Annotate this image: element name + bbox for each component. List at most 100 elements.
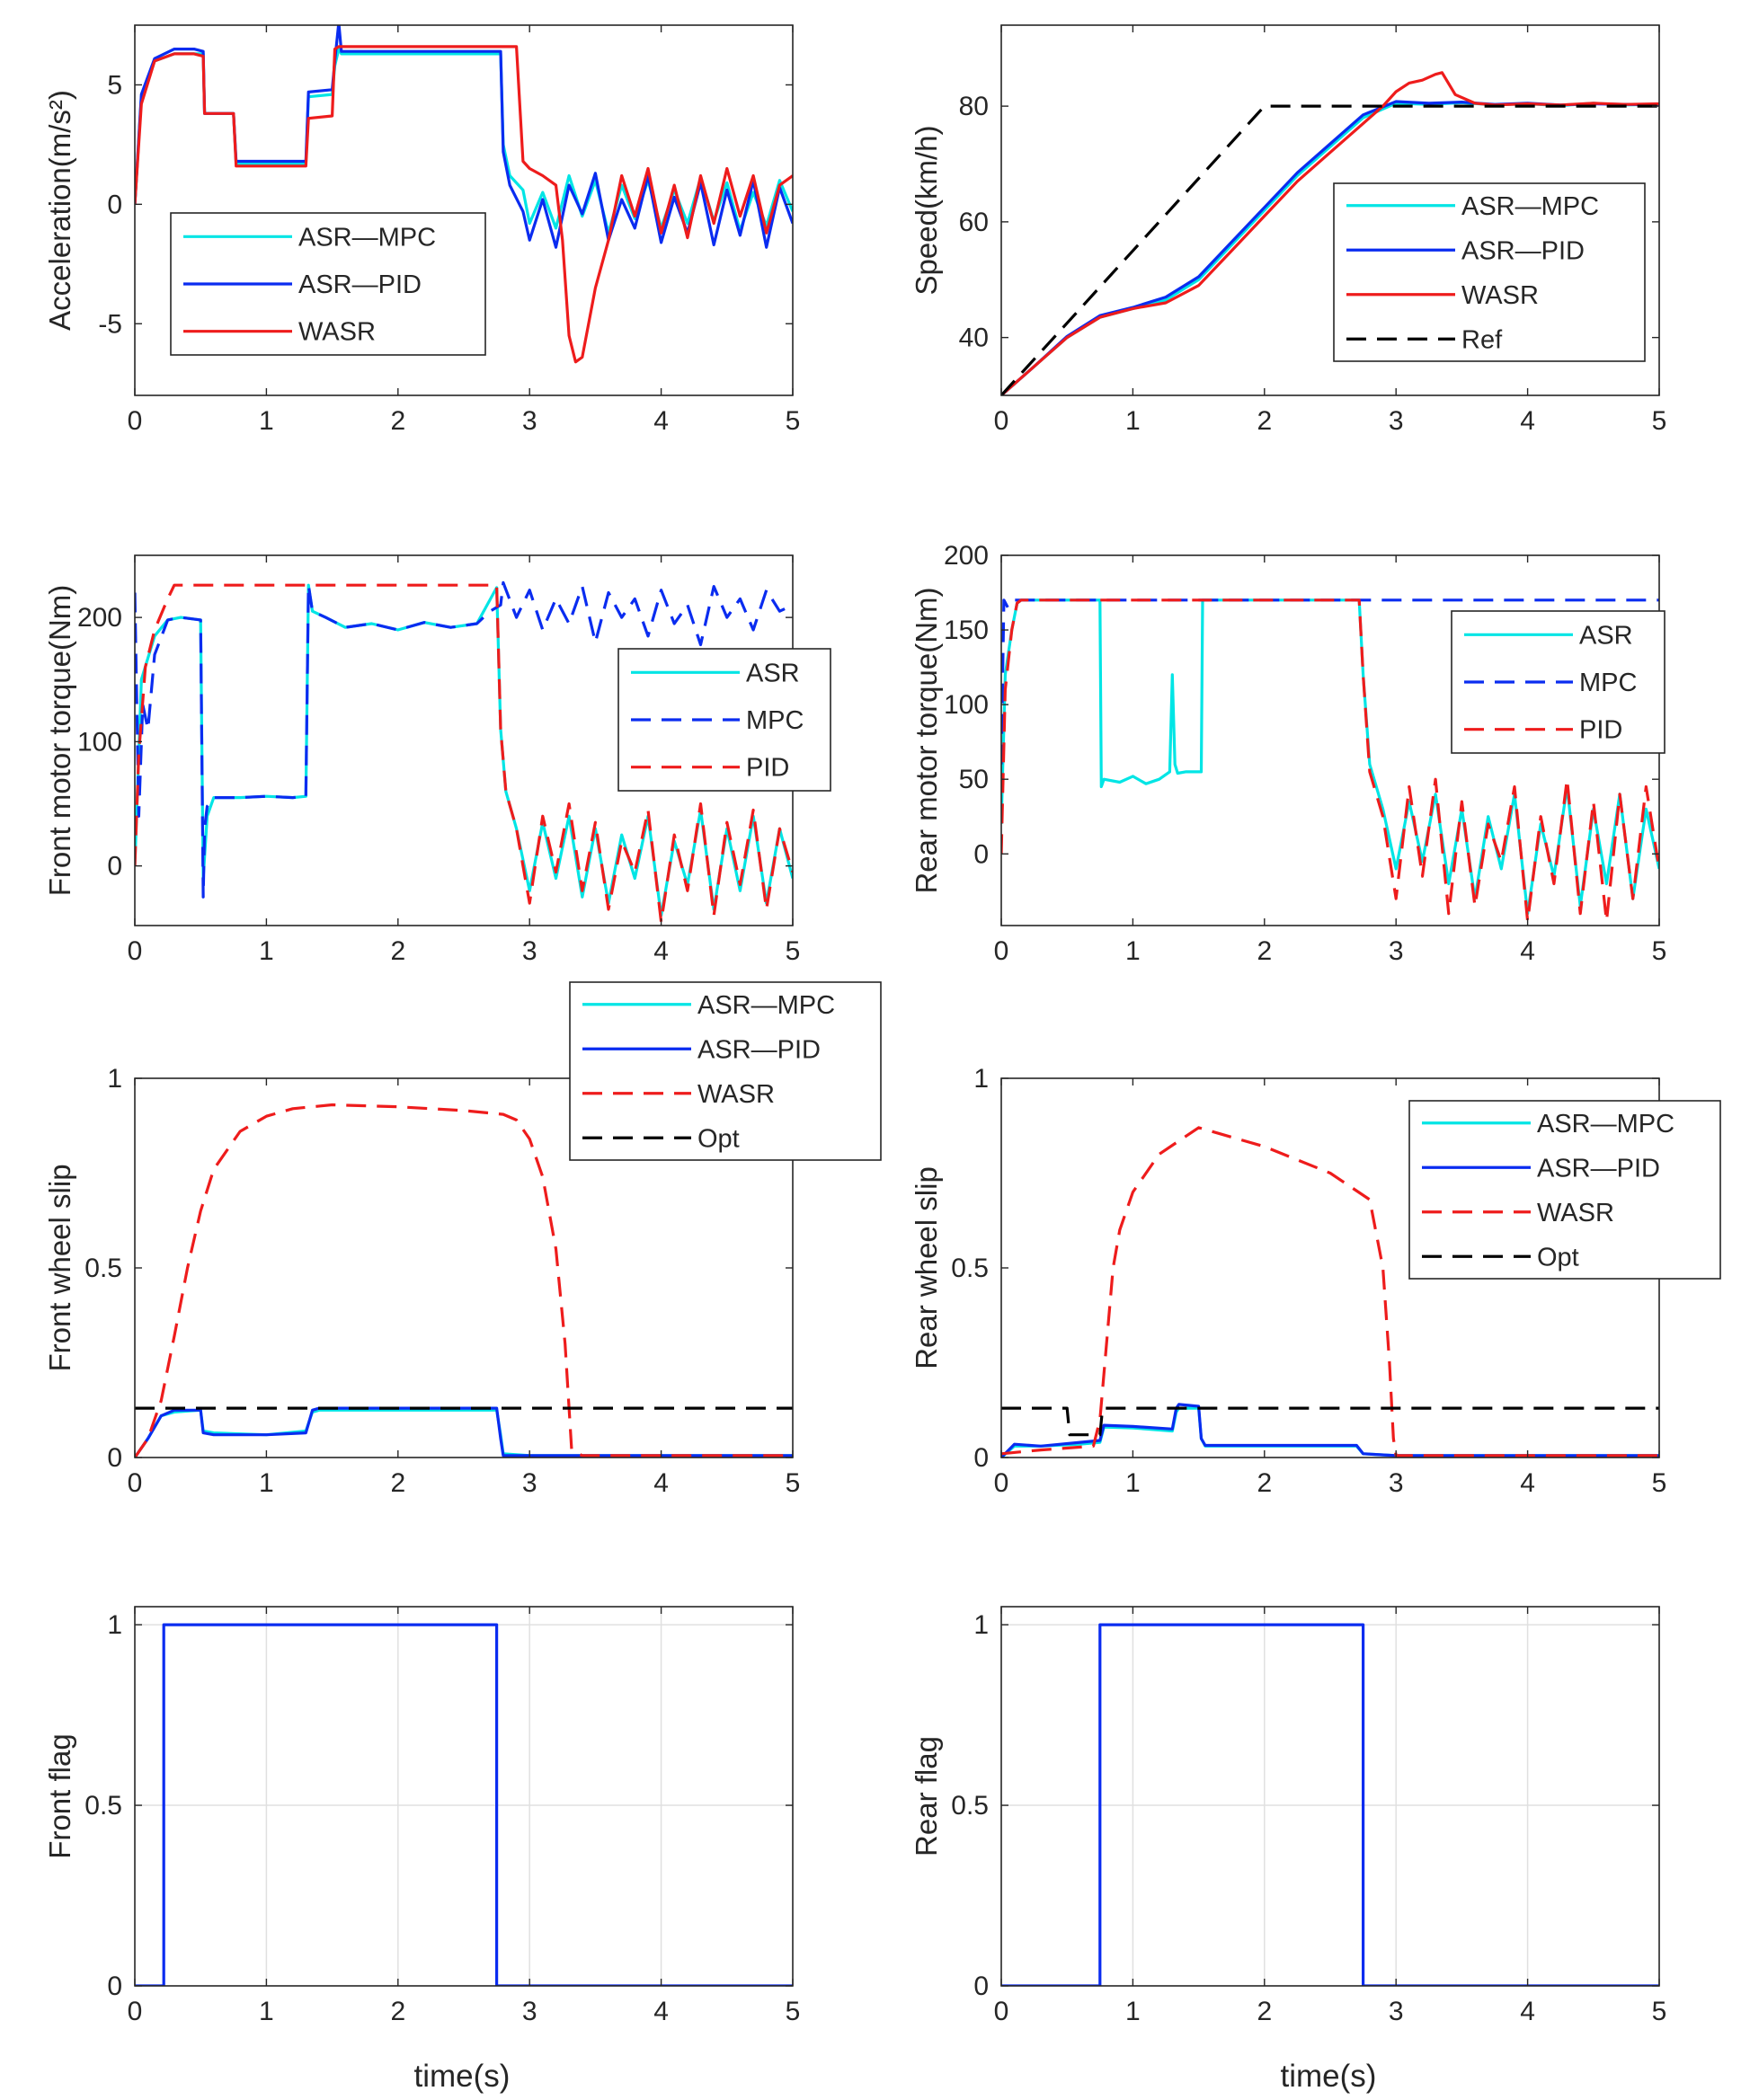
- legend-label: ASR—MPC: [298, 223, 436, 252]
- y-tick-label: 60: [959, 208, 989, 237]
- legend-label: WASR: [697, 1080, 775, 1109]
- x-tick-label: 5: [1652, 936, 1667, 966]
- x-tick-label: 5: [786, 936, 801, 966]
- x-tick-label: 3: [522, 1468, 537, 1498]
- y-tick-label: 1: [107, 1064, 122, 1094]
- series-group: [1001, 71, 1659, 395]
- legend-label: ASR—PID: [1537, 1154, 1660, 1183]
- y-tick-label: 0.5: [951, 1254, 989, 1283]
- x-tick-label: 0: [994, 1468, 1009, 1498]
- y-tick-label: 0.5: [951, 1791, 989, 1821]
- y-tick-label: 80: [959, 92, 989, 121]
- legend: ASR MPC PID: [1451, 610, 1665, 754]
- series-ref: [1001, 104, 1659, 395]
- series-front-flag: [135, 1623, 793, 1986]
- x-tick-label: 1: [1125, 1468, 1141, 1498]
- legend-label: ASR—PID: [1461, 236, 1585, 265]
- x-tick-label: 0: [128, 936, 143, 966]
- x-tick-label: 2: [1257, 1468, 1272, 1498]
- y-axis-label: Rear flag: [910, 1736, 943, 1856]
- y-tick-label: 0: [107, 1972, 122, 2001]
- x-tick-label: 1: [259, 1997, 274, 2026]
- x-tick-label: 0: [128, 1997, 143, 2026]
- series-wasr: [135, 45, 793, 364]
- series-group: [1001, 598, 1659, 923]
- x-tick-label: 1: [259, 1468, 274, 1498]
- x-tick-label: 1: [259, 936, 274, 966]
- y-tick-label: 50: [959, 765, 989, 794]
- x-tick-label: 3: [522, 1997, 537, 2026]
- x-tick-label: 4: [653, 1468, 669, 1498]
- x-tick-label: 3: [1389, 1468, 1404, 1498]
- y-tick-label: 100: [77, 727, 122, 757]
- axes-box: [1000, 1606, 1660, 1987]
- x-tick-label: 1: [1125, 406, 1141, 436]
- x-tick-label: 0: [128, 1468, 143, 1498]
- legend-label: MPC: [1579, 669, 1637, 697]
- x-tick-label: 5: [786, 1997, 801, 2026]
- x-tick-label: 4: [1520, 1997, 1535, 2026]
- y-tick-label: 0.5: [84, 1254, 122, 1283]
- y-axis-label: Rear wheel slip: [910, 1166, 943, 1369]
- series-group: [135, 1623, 793, 1986]
- x-tick-label: 1: [1125, 936, 1141, 966]
- x-tick-label: 3: [1389, 936, 1404, 966]
- x-tick-label: 2: [1257, 1997, 1272, 2026]
- x-tick-label: 4: [653, 406, 669, 436]
- y-tick-label: 200: [944, 541, 989, 571]
- x-tick-label: 2: [1257, 936, 1272, 966]
- legend-label: ASR—MPC: [1537, 1110, 1674, 1139]
- legend-label: ASR: [1579, 621, 1633, 650]
- legend-label: ASR—MPC: [1461, 192, 1599, 221]
- x-axis-label-left: time(s): [414, 2059, 511, 2094]
- x-tick-label: 5: [786, 1468, 801, 1498]
- y-axis-label: Front motor torque(Nm): [43, 585, 76, 897]
- legend: ASR—MPC ASR—PID WASR Opt: [569, 981, 882, 1161]
- legend-label: ASR—MPC: [697, 991, 835, 1020]
- series-asr-pid: [135, 1406, 793, 1458]
- plot-area: [135, 1607, 793, 1986]
- series-wasr: [135, 1103, 793, 1458]
- x-tick-label: 2: [390, 936, 405, 966]
- legend-label: Ref: [1461, 325, 1503, 354]
- panel-front-wheel-slip: 0 1 2 3 4 5 0 0.5 1 Front wheel slip ASR—MPC ASR—PI…: [43, 981, 882, 1498]
- panel-acceleration: 0 1 2 3 4 5 -5 0 5 Acceleration(m/s²) ASR—MPC ASR—P…: [43, 24, 801, 436]
- panel-front-flag: 0 1 2 3 4 5 0 0.5 1 Front flag: [43, 1606, 801, 2026]
- x-tick-label: 0: [994, 406, 1009, 436]
- series-group: [135, 580, 793, 924]
- x-tick-label: 2: [1257, 406, 1272, 436]
- y-tick-label: 200: [77, 603, 122, 633]
- legend: ASR—MPC ASR—PID WASR Opt: [1408, 1100, 1721, 1280]
- legend: ASR—MPC ASR—PID WASR: [170, 212, 486, 356]
- y-tick-label: 1: [973, 1610, 989, 1640]
- y-tick-label: 0: [973, 839, 989, 869]
- axes-box: [134, 1606, 794, 1987]
- legend-label: WASR: [1537, 1199, 1614, 1227]
- legend: ASR—MPC ASR—PID WASR Ref: [1333, 182, 1646, 362]
- y-tick-label: 0: [107, 190, 122, 219]
- legend: ASR MPC PID: [617, 648, 831, 792]
- y-tick-label: 0: [973, 1443, 989, 1473]
- series-pid: [135, 583, 793, 924]
- y-tick-label: 0: [107, 1443, 122, 1473]
- series-wasr: [1001, 71, 1659, 395]
- legend-label: WASR: [1461, 281, 1539, 310]
- series-opt: [1001, 1406, 1659, 1437]
- x-tick-label: 4: [1520, 406, 1535, 436]
- series-wasr: [1001, 1126, 1659, 1458]
- x-tick-label: 5: [1652, 1997, 1667, 2026]
- x-tick-label: 2: [390, 1468, 405, 1498]
- legend-label: MPC: [746, 706, 804, 735]
- x-tick-label: 4: [653, 1997, 669, 2026]
- x-tick-label: 4: [1520, 1468, 1535, 1498]
- y-tick-label: -5: [98, 309, 122, 339]
- series-mpc: [135, 580, 793, 899]
- y-tick-label: 100: [944, 690, 989, 720]
- x-tick-label: 5: [786, 406, 801, 436]
- x-tick-label: 2: [390, 406, 405, 436]
- x-tick-label: 4: [1520, 936, 1535, 966]
- legend-label: Opt: [1537, 1243, 1579, 1272]
